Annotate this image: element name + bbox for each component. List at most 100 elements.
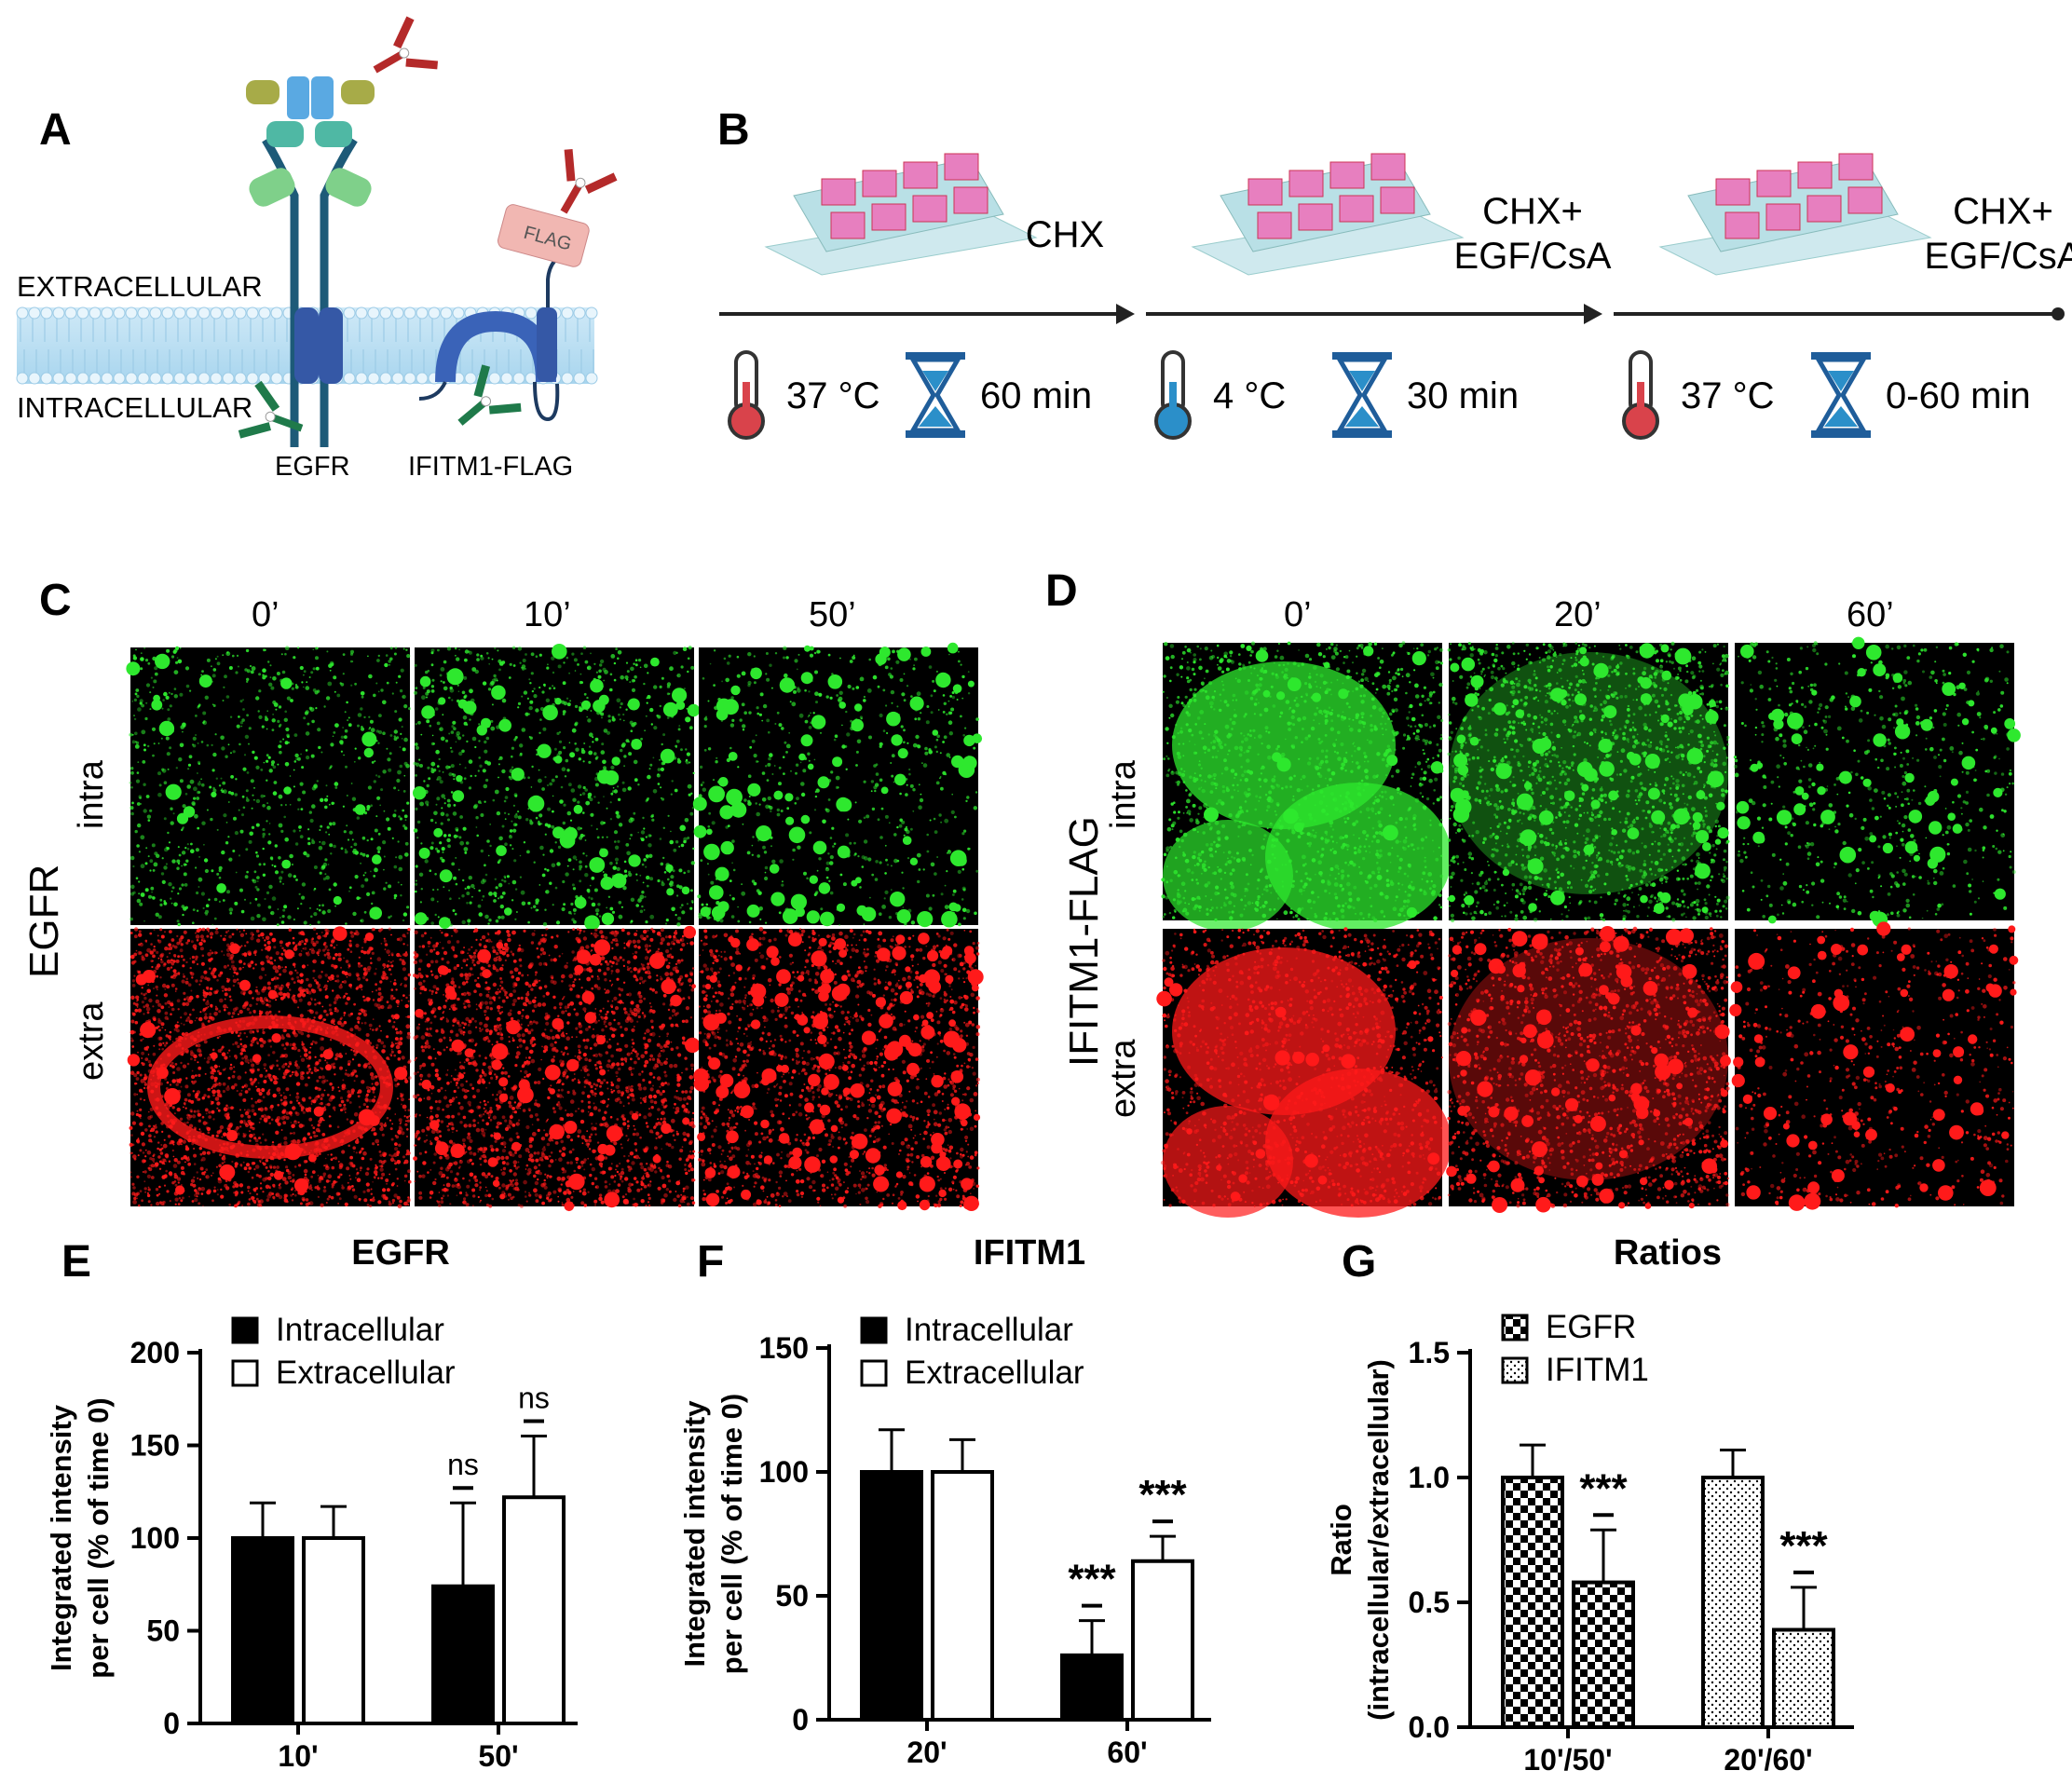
bar (1703, 1478, 1763, 1727)
panel-d: D IFITM1-FLAG intra extra 0’ 20’ 60’ (1045, 566, 2021, 1218)
significance-label: *** (1779, 1523, 1828, 1569)
y-tick-label: 0.0 (1409, 1710, 1450, 1744)
micrograph-tile (1161, 641, 1452, 932)
bar (233, 1538, 293, 1723)
treatment-label: CHX+ (1482, 191, 1583, 232)
y-tick-label: 100 (759, 1455, 809, 1489)
y-tick-label: 150 (759, 1331, 809, 1365)
panel-c-row-label-extra: extra (72, 1001, 111, 1081)
timeline-end-icon (2052, 307, 2065, 320)
panel-a: A EXTRACELLULAR INTRACELLULAR (17, 14, 620, 482)
chart-title: IFITM1 (974, 1233, 1085, 1273)
legend-item: Extracellular (233, 1355, 456, 1391)
duration-label: 0-60 min (1886, 375, 2031, 416)
panel-letter-a: A (39, 105, 72, 155)
panel-c-col-label-2: 50’ (809, 595, 856, 634)
panel-letter-c: C (39, 576, 72, 625)
thermometer-icon (1624, 352, 1657, 438)
duration-label: 60 min (980, 375, 1092, 416)
significance-annotation: *** (1138, 1472, 1187, 1521)
significance-annotation: *** (1068, 1557, 1116, 1606)
significance-annotation: *** (1779, 1523, 1828, 1573)
hourglass-icon (906, 352, 965, 438)
bar (433, 1587, 493, 1723)
chart-title: Ratios (1614, 1233, 1722, 1273)
x-tick-label: 10' (278, 1739, 318, 1773)
panel-letter-b: B (717, 105, 750, 155)
egfr-receptor-label: EGFR (275, 452, 350, 482)
legend-swatch (233, 1318, 257, 1342)
legend-label: Intracellular (276, 1312, 444, 1348)
bar (1062, 1655, 1122, 1720)
panel-c-col-label-1: 10’ (524, 595, 571, 634)
chamber-slide-icon (1193, 154, 1463, 275)
bar (933, 1472, 992, 1720)
x-tick-label: 10'/50' (1523, 1743, 1612, 1777)
x-tick-label: 20'/60' (1724, 1743, 1812, 1777)
panel-letter-e: E (61, 1237, 91, 1287)
panel-letter-f: F (697, 1237, 724, 1287)
chart-g: Ratios Ratio (intracellular/extracellular)… (1325, 1233, 1854, 1777)
y-tick-label: 150 (130, 1429, 180, 1463)
y-axis-label-line2: per cell (% of time 0) (82, 1397, 115, 1678)
bar (1774, 1629, 1833, 1727)
micrograph-tile (1447, 642, 1729, 922)
x-tick-label: 60' (1107, 1736, 1147, 1769)
ifitm1-label: IFITM1-FLAG (408, 452, 573, 482)
micrograph-tile (1729, 921, 2018, 1210)
y-axis-label: Ratio (1325, 1504, 1357, 1576)
chart-f: IFITM1 Integrated intensity per cell (% of… (678, 1233, 1211, 1769)
micrograph-tile (126, 646, 411, 926)
treatment-label: CHX (1026, 214, 1104, 255)
legend-label: EGFR (1546, 1309, 1636, 1345)
panel-d-row-label-intra: intra (1104, 759, 1143, 829)
y-tick-label: 1.5 (1409, 1336, 1450, 1369)
legend-swatch (1503, 1358, 1527, 1382)
legend-swatch (1503, 1315, 1527, 1340)
significance-label: ns (447, 1448, 479, 1481)
panel-c-row-group-label: EGFR (21, 865, 67, 978)
panel-d-row-group-label: IFITM1-FLAG (1061, 816, 1107, 1067)
legend-swatch (862, 1361, 886, 1385)
bar (1574, 1583, 1633, 1727)
thermometer-icon (729, 352, 763, 438)
y-axis-label-line2: (intracellular/extracellular) (1362, 1359, 1395, 1721)
bar (304, 1538, 363, 1723)
bar (862, 1472, 921, 1720)
legend-label: IFITM1 (1546, 1352, 1649, 1388)
treatment-label: CHX+ (1953, 191, 2053, 232)
flag-tag-icon: FLAG (497, 203, 591, 268)
y-tick-label: 100 (130, 1521, 180, 1555)
legend-label: Extracellular (905, 1355, 1084, 1391)
hourglass-icon (1332, 352, 1392, 438)
y-tick-label: 200 (130, 1336, 180, 1369)
legend-label: Intracellular (905, 1312, 1073, 1348)
panel-c-row-label-intra: intra (72, 759, 111, 829)
x-tick-label: 20' (906, 1736, 947, 1769)
legend-item: Intracellular (862, 1312, 1073, 1348)
chart-title: EGFR (351, 1233, 450, 1273)
micrograph-tile (413, 926, 701, 1211)
y-axis-label: Integrated intensity (678, 1400, 711, 1668)
y-tick-label: 50 (146, 1614, 180, 1648)
significance-label: *** (1579, 1465, 1628, 1511)
timeline-step-1: CHX 37 °C 60 min (719, 154, 1135, 438)
y-tick-label: 0.5 (1409, 1586, 1450, 1619)
panel-letter-g: G (1342, 1237, 1376, 1287)
intracellular-label: INTRACELLULAR (17, 391, 252, 424)
y-tick-label: 0 (792, 1703, 809, 1736)
y-axis-label-line2: per cell (% of time 0) (716, 1394, 748, 1674)
micrograph-tile (1446, 926, 1731, 1213)
panel-d-row-label-extra: extra (1104, 1039, 1143, 1118)
temperature-label: 37 °C (786, 375, 880, 416)
panel-c-col-label-0: 0’ (252, 595, 279, 634)
micrograph-tile (693, 927, 983, 1211)
x-tick-label: 50' (478, 1739, 518, 1773)
legend-label: Extracellular (276, 1355, 456, 1391)
treatment-label-line2: EGF/CsA (1925, 236, 2072, 277)
significance-annotation: ns (518, 1382, 550, 1422)
y-tick-label: 0 (163, 1707, 180, 1740)
